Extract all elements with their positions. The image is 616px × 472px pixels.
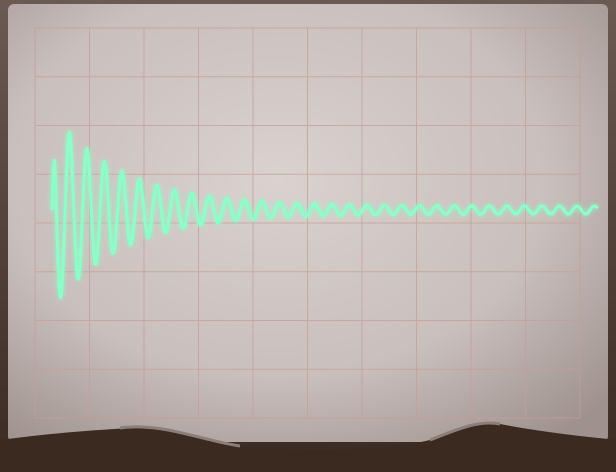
graticule [34,27,581,419]
waveform-trace [50,130,599,300]
bezel-bottom [0,423,616,472]
bezel-edge [119,421,501,448]
